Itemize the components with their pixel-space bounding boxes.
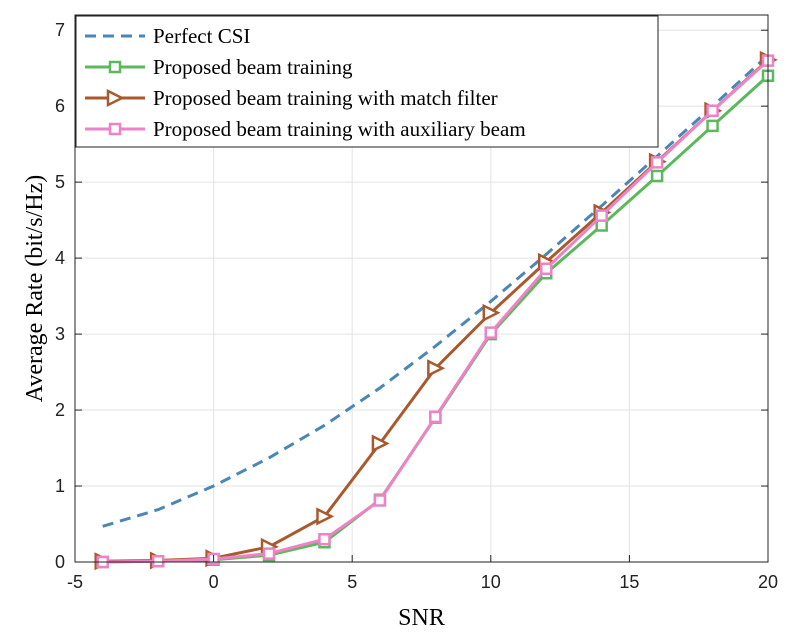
x-tick-label: 10 bbox=[481, 572, 501, 592]
legend-item: Proposed beam training with auxiliary be… bbox=[85, 117, 526, 141]
y-tick-label: 2 bbox=[55, 400, 65, 420]
y-tick-label: 1 bbox=[55, 476, 65, 496]
data-point bbox=[429, 410, 442, 424]
legend-marker bbox=[108, 60, 122, 74]
plot-frame bbox=[74, 14, 769, 563]
legend-item: Perfect CSI bbox=[85, 24, 250, 48]
y-axis-label: Average Rate (bit/s/Hz) bbox=[22, 175, 48, 402]
data-point bbox=[595, 219, 608, 232]
x-tick-label: 20 bbox=[758, 572, 778, 592]
y-tick-label: 3 bbox=[55, 324, 65, 344]
y-tick-label: 0 bbox=[55, 552, 65, 572]
series-line bbox=[102, 74, 770, 564]
data-point bbox=[316, 507, 335, 526]
legend-marker bbox=[106, 88, 125, 108]
data-point bbox=[373, 494, 387, 507]
legend-label: Proposed beam training with auxiliary be… bbox=[153, 117, 526, 141]
legend-label: Proposed beam training bbox=[153, 55, 353, 79]
legend-item: Proposed beam training bbox=[85, 55, 353, 79]
data-point bbox=[595, 209, 608, 222]
legend-marker bbox=[108, 122, 122, 136]
x-tick-label: 5 bbox=[347, 572, 357, 592]
data-point bbox=[482, 303, 501, 322]
data-point bbox=[706, 104, 719, 117]
data-point bbox=[484, 326, 498, 339]
legend-label: Perfect CSI bbox=[153, 24, 250, 48]
legend-label: Proposed beam training with match filter bbox=[153, 86, 498, 110]
data-point bbox=[650, 169, 664, 183]
data-point bbox=[650, 156, 664, 169]
y-tick-label: 7 bbox=[55, 20, 65, 40]
data-point bbox=[706, 119, 719, 133]
x-tick-label: 15 bbox=[619, 572, 639, 592]
data-point bbox=[427, 359, 446, 378]
data-point bbox=[318, 532, 331, 546]
y-tick-label: 5 bbox=[55, 172, 65, 192]
x-axis-label: SNR bbox=[398, 605, 445, 631]
x-tick-label: 0 bbox=[209, 572, 219, 592]
y-tick-label: 4 bbox=[55, 248, 65, 268]
x-tick-label: -5 bbox=[67, 572, 83, 592]
data-point bbox=[151, 554, 165, 568]
data-point bbox=[539, 262, 553, 275]
legend-item: Proposed beam training with match filter bbox=[85, 86, 498, 110]
data-point bbox=[371, 434, 390, 453]
legend: Perfect CSI Proposed beam training Propose… bbox=[75, 15, 659, 148]
y-tick-label: 6 bbox=[55, 96, 65, 116]
legend-box bbox=[75, 15, 659, 148]
data-point bbox=[262, 547, 276, 560]
